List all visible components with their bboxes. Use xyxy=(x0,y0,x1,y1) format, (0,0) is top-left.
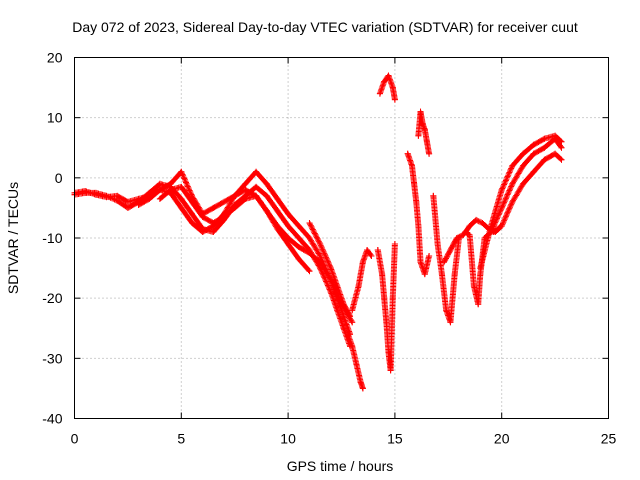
series-markers xyxy=(344,331,366,392)
y-tick-label: 0 xyxy=(55,170,63,186)
chart-title: Day 072 of 2023, Sidereal Day-to-day VTE… xyxy=(72,19,578,35)
series-track-10 xyxy=(404,150,433,278)
x-tick-label: 20 xyxy=(494,431,510,447)
series-markers xyxy=(415,108,433,157)
x-tick-label: 10 xyxy=(280,431,296,447)
series-markers xyxy=(374,241,398,374)
y-tick-label: -20 xyxy=(42,290,62,306)
y-tick-label: 20 xyxy=(47,50,63,66)
series-markers xyxy=(430,192,462,326)
y-tick-label: -30 xyxy=(42,350,62,366)
series-track-13 xyxy=(462,228,488,308)
series-markers xyxy=(135,168,356,326)
series-track-9 xyxy=(376,72,398,103)
x-tick-label: 15 xyxy=(387,431,403,447)
x-tick-label: 5 xyxy=(177,431,185,447)
series-markers xyxy=(306,220,353,320)
grid xyxy=(74,57,609,419)
series-markers xyxy=(376,72,398,103)
series-track-12 xyxy=(430,192,462,326)
series-track-7 xyxy=(349,247,375,314)
series-markers xyxy=(481,135,565,241)
tick-layer: 0 5 10 15 20 25 -40 -30 -20 -10 0 10 20 xyxy=(42,50,616,447)
series-track-4 xyxy=(156,183,313,275)
series-track-8 xyxy=(374,241,398,374)
data-layer xyxy=(71,72,565,392)
x-tick-label: 25 xyxy=(601,431,617,447)
series-track-5 xyxy=(306,219,354,320)
series-markers xyxy=(349,247,375,314)
series-markers xyxy=(462,229,488,308)
series-markers xyxy=(404,150,433,278)
y-axis-label: SDTVAR / TECUs xyxy=(5,182,21,294)
x-axis-label: GPS time / hours xyxy=(287,458,394,474)
y-tick-label: 10 xyxy=(47,110,63,126)
series-track-11 xyxy=(415,108,433,157)
series-track-6 xyxy=(344,331,366,392)
x-tick-label: 0 xyxy=(71,431,79,447)
y-tick-label: -40 xyxy=(42,411,62,427)
y-tick-label: -10 xyxy=(42,230,62,246)
series-markers xyxy=(441,216,505,266)
series-markers xyxy=(156,183,313,275)
series-track-15 xyxy=(481,135,565,241)
series-track-17 xyxy=(441,216,505,266)
